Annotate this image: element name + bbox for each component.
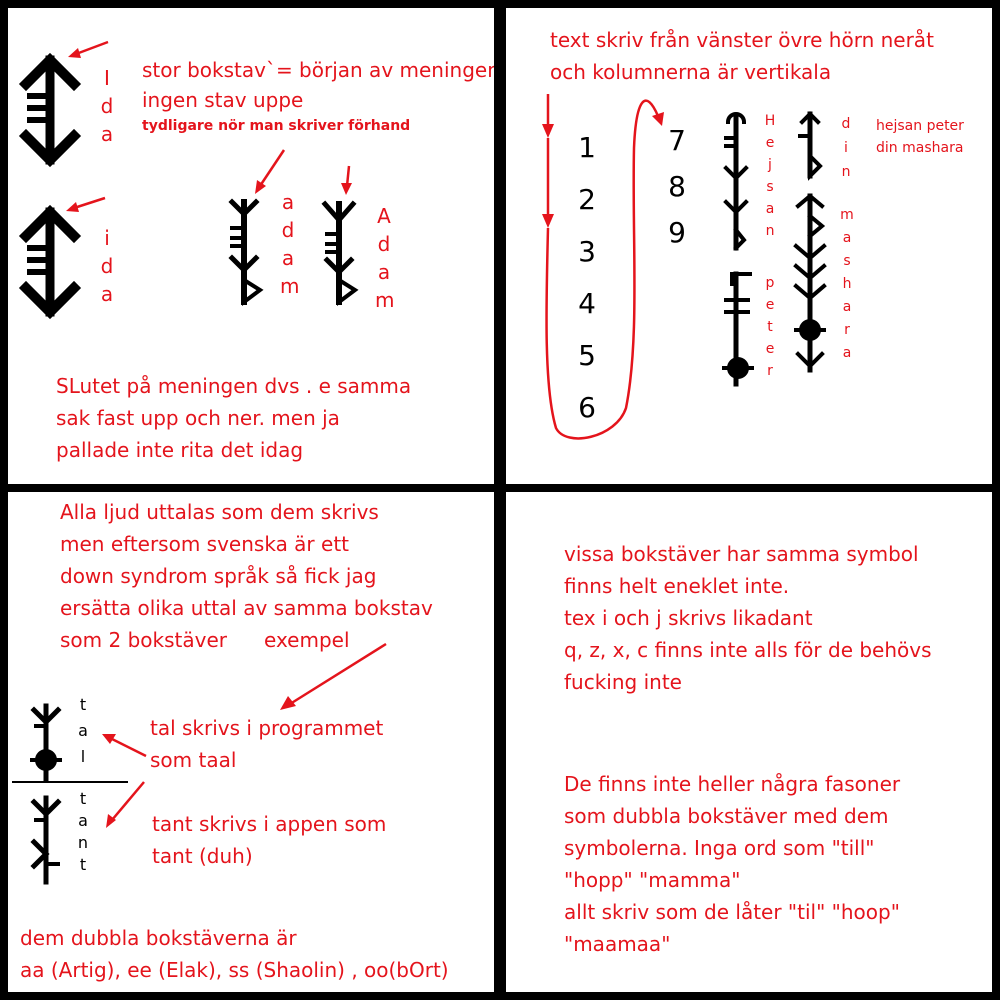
direction-line2: och kolumnerna är vertikala — [550, 60, 832, 84]
rune-glyph-ida-capital — [18, 52, 82, 168]
intro-example: exempel — [264, 628, 350, 652]
ending-note-line3: pallade inte rita det idag — [56, 438, 304, 462]
same-symbol-line4: q, z, x, c finns inte alls för de behövs — [564, 638, 932, 662]
panel-pronunciation: Alla ljud uttalas som dem skrivs men eft… — [8, 492, 494, 992]
rune-glyph-mashara — [793, 193, 827, 373]
same-symbol-line2: finns helt eneklet inte. — [564, 574, 790, 598]
arrows-panel3 — [12, 642, 387, 828]
rune-glyph-tal — [30, 703, 62, 783]
note-capital-line2: ingen stav uppe — [142, 88, 304, 112]
same-symbol-line5: fucking inte — [564, 670, 682, 694]
no-double-line5: allt skriv som de låter "til" "hoop" — [564, 900, 900, 924]
tal-note-line2: som taal — [150, 748, 237, 772]
rune-glyph-din — [798, 111, 823, 181]
tal-note-line1: tal skrivs i programmet — [150, 716, 384, 740]
direction-arrows — [542, 94, 664, 440]
double-letters-line1: dem dubbla bokstäverna är — [20, 926, 297, 950]
same-symbol-line1: vissa bokstäver har samma symbol — [564, 542, 919, 566]
arrows-panel1 — [66, 40, 352, 212]
no-double-line2: som dubbla bokstäver med dem — [564, 804, 889, 828]
intro-line1: Alla ljud uttalas som dem skrivs — [60, 500, 379, 524]
translation-line1: hejsan peter — [876, 118, 964, 134]
intro-line4: ersätta olika uttal av samma bokstav — [60, 596, 433, 620]
no-double-line6: "maamaa" — [564, 932, 671, 956]
rune-glyph-adam-lower — [228, 198, 264, 306]
ending-note-line2: sak fast upp och ner. men ja — [56, 406, 340, 430]
rune-glyph-tant — [30, 795, 62, 885]
intro-line3: down syndrom språk så fick jag — [60, 564, 377, 588]
tant-note-line2: tant (duh) — [152, 844, 253, 868]
direction-line1: text skriv från vänster övre hörn neråt — [550, 28, 934, 52]
note-capital-line1: stor bokstav`= början av meningen — [142, 58, 494, 82]
tant-note-line1: tant skrivs i appen som — [152, 812, 387, 836]
no-double-line3: symbolerna. Inga ord som "till" — [564, 836, 875, 860]
no-double-line4: "hopp" "mamma" — [564, 868, 741, 892]
no-double-line1: De finns inte heller några fasoner — [564, 772, 901, 796]
panel-symbol-rules: vissa bokstäver har samma symbol finns h… — [506, 492, 992, 992]
rune-glyph-adam-capital — [321, 200, 359, 306]
rune-glyph-ida-lower — [18, 204, 82, 320]
intro-line2: men eftersom svenska är ett — [60, 532, 350, 556]
panel-writing-direction: text skriv från vänster övre hörn neråt … — [506, 8, 992, 484]
same-symbol-line3: tex i och j skrivs likadant — [564, 606, 813, 630]
translation-line2: din mashara — [876, 140, 964, 156]
rune-glyph-hejsan — [723, 112, 749, 251]
intro-line5: som 2 bokstäver — [60, 628, 227, 652]
double-letters-line2: aa (Artig), ee (Elak), ss (Shaolin) , oo… — [20, 958, 449, 982]
ending-note-line1: SLutet på meningen dvs . e samma — [56, 374, 412, 398]
note-capital-line3: tydligare nör man skriver förhand — [142, 118, 411, 134]
rune-glyph-peter — [722, 271, 754, 387]
